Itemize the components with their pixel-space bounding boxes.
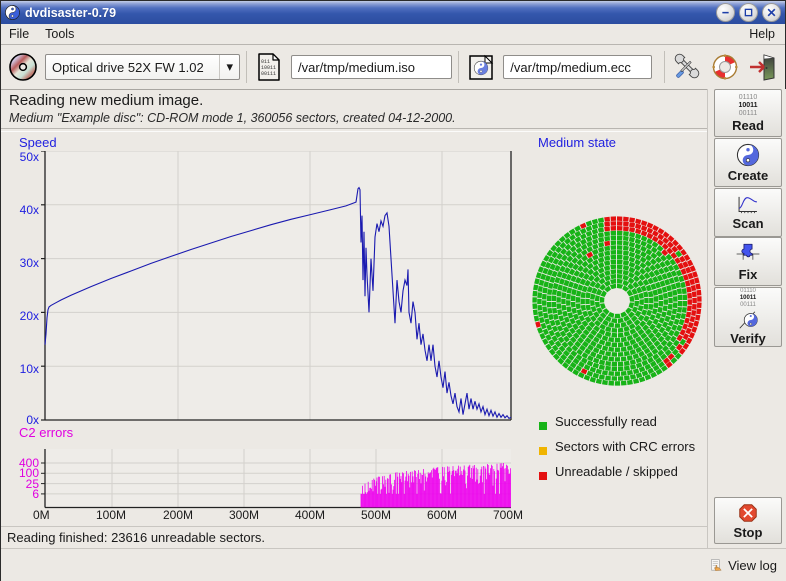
svg-text:00111: 00111	[261, 71, 276, 77]
